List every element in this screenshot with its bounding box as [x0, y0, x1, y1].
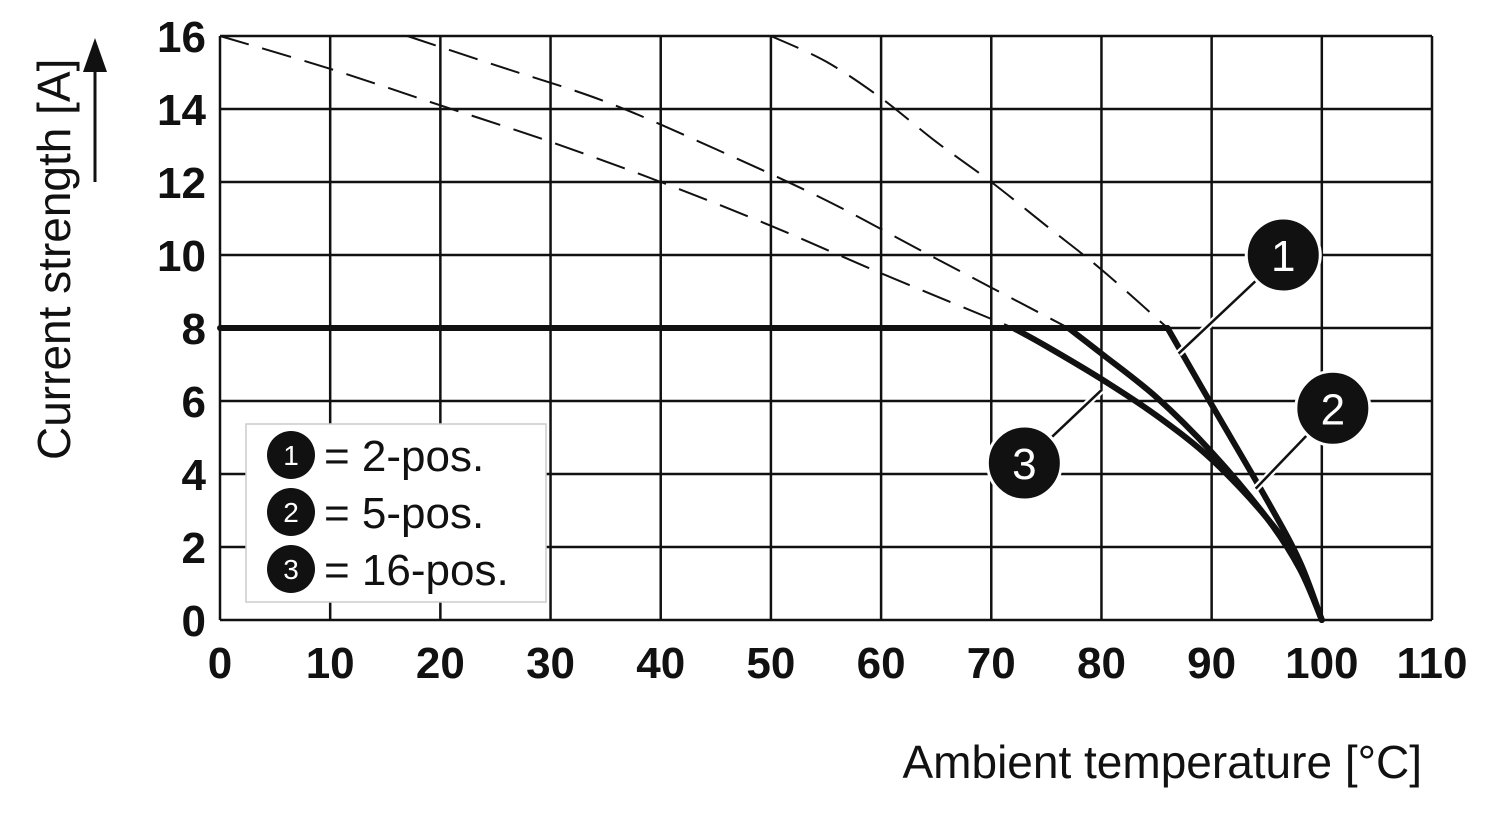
curve-annotations: 1 2 3 — [985, 216, 1372, 502]
y-tick-label: 6 — [182, 378, 206, 427]
x-tick-label: 30 — [526, 639, 575, 688]
x-tick-label: 50 — [746, 639, 795, 688]
curve-marker-circle — [985, 424, 1063, 502]
x-tick-label: 70 — [967, 639, 1016, 688]
y-tick-label: 12 — [157, 159, 206, 208]
y-axis-arrow-head — [83, 38, 107, 72]
curve-marker-circle — [1244, 216, 1322, 294]
curve-marker-label: 1 — [1271, 232, 1295, 281]
legend-marker-label: 2 — [283, 497, 299, 528]
x-tick-label: 100 — [1285, 639, 1358, 688]
curve-marker-label: 3 — [1012, 440, 1036, 489]
x-tick-label: 90 — [1187, 639, 1236, 688]
legend: 1 = 2-pos. 2 = 5-pos. 3 = 16-pos. — [245, 423, 547, 603]
x-tick-label: 20 — [416, 639, 465, 688]
legend-marker-label: 1 — [283, 440, 299, 471]
y-tick-label: 8 — [182, 305, 206, 354]
y-tick-label: 10 — [157, 232, 206, 281]
y-tick-label: 0 — [182, 597, 206, 646]
y-axis-title: Current strength [A] — [28, 38, 107, 460]
x-tick-label: 110 — [1397, 639, 1468, 688]
y-tick-label: 4 — [182, 451, 207, 500]
dashed-curve-3 — [219, 35, 1014, 329]
curve-marker-circle — [1294, 369, 1372, 447]
x-tick-label: 60 — [857, 639, 906, 688]
legend-marker-circle — [267, 431, 315, 479]
x-axis-label: Ambient temperature [°C] — [903, 736, 1423, 788]
y-tick-label: 2 — [182, 524, 206, 573]
dashed-curves — [219, 35, 1169, 329]
legend-label: = 16-pos. — [324, 546, 509, 595]
legend-label: = 2-pos. — [324, 432, 484, 481]
x-tick-label: 40 — [636, 639, 685, 688]
y-tick-label: 16 — [157, 13, 206, 62]
y-axis-label: Current strength [A] — [28, 59, 80, 460]
legend-label: = 5-pos. — [324, 489, 484, 538]
x-tick-label: 0 — [208, 639, 232, 688]
x-tick-label: 80 — [1077, 639, 1126, 688]
x-tick-label: 10 — [306, 639, 355, 688]
legend-items: 1 = 2-pos. 2 = 5-pos. 3 = 16-pos. — [267, 431, 509, 595]
y-tick-label: 14 — [157, 86, 206, 135]
legend-marker-circle — [267, 545, 315, 593]
dashed-curve-2 — [406, 35, 1069, 329]
derating-curve-3 — [1010, 325, 1325, 623]
legend-marker-label: 3 — [283, 554, 299, 585]
legend-marker-circle — [267, 488, 315, 536]
dashed-curve-1 — [770, 35, 1169, 329]
curve-marker-label: 2 — [1321, 385, 1345, 434]
solid-curves — [217, 325, 1325, 623]
